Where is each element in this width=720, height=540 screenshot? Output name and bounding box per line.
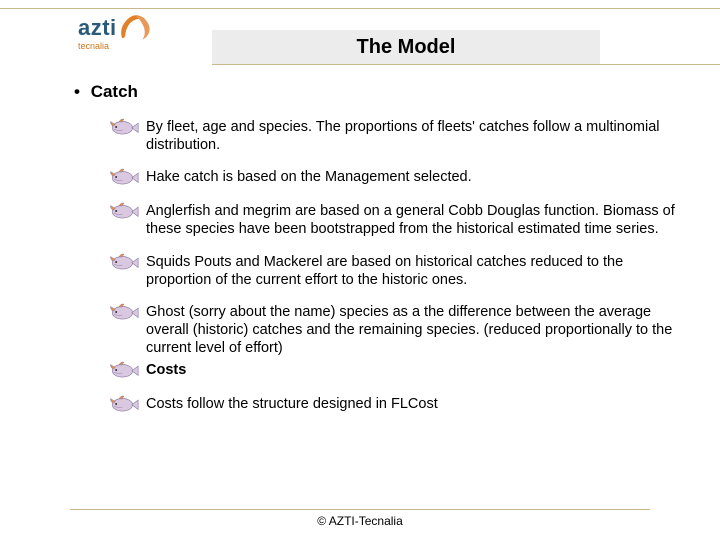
- list-item-text: Costs: [146, 361, 676, 379]
- list-item: By fleet, age and species. The proportio…: [108, 118, 676, 154]
- list-item-text: Hake catch is based on the Management se…: [146, 168, 676, 186]
- list-item-text: Costs follow the structure designed in F…: [146, 395, 676, 413]
- main-bullet: Catch: [74, 82, 676, 102]
- fish-icon: [108, 359, 140, 381]
- footer: © AZTI-Tecnalia: [0, 509, 720, 528]
- list-item: Costs follow the structure designed in F…: [108, 395, 676, 415]
- list-item-text: Ghost (sorry about the name) species as …: [146, 303, 676, 357]
- fish-icon: [108, 393, 140, 415]
- title-box: The Model: [212, 30, 600, 64]
- list-item: Ghost (sorry about the name) species as …: [108, 303, 676, 357]
- fish-icon: [108, 116, 140, 138]
- footer-rule: [70, 509, 650, 510]
- content-area: Catch By fleet, age and species. The pro…: [56, 82, 676, 429]
- list-item-text: By fleet, age and species. The proportio…: [146, 118, 676, 154]
- list-item-text: Squids Pouts and Mackerel are based on h…: [146, 253, 676, 289]
- fish-icon: [108, 251, 140, 273]
- logo-swirl-icon: [117, 12, 151, 44]
- list-item-text: Anglerfish and megrim are based on a gen…: [146, 202, 676, 238]
- list-item: Anglerfish and megrim are based on a gen…: [108, 202, 676, 238]
- logo: azti tecnalia: [78, 12, 151, 44]
- list-item: Hake catch is based on the Management se…: [108, 168, 676, 188]
- list-item: Costs: [108, 361, 676, 381]
- header-rule-bottom: [212, 64, 720, 65]
- fish-icon: [108, 166, 140, 188]
- logo-text: azti: [78, 15, 117, 41]
- logo-subtext: tecnalia: [78, 41, 109, 51]
- header-rule-top: [0, 8, 720, 9]
- fish-icon: [108, 301, 140, 323]
- list-item: Squids Pouts and Mackerel are based on h…: [108, 253, 676, 289]
- footer-text: © AZTI-Tecnalia: [0, 514, 720, 528]
- fish-icon: [108, 200, 140, 222]
- page-title: The Model: [357, 36, 456, 59]
